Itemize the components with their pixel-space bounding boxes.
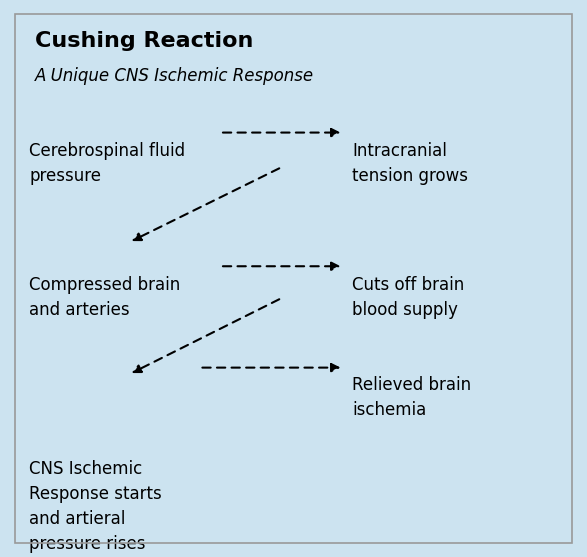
Text: CNS Ischemic
Response starts
and artieral
pressure rises: CNS Ischemic Response starts and artiera… <box>29 460 162 553</box>
Text: Cerebrospinal fluid
pressure: Cerebrospinal fluid pressure <box>29 142 185 185</box>
Text: Intracranial
tension grows: Intracranial tension grows <box>352 142 468 185</box>
Text: Cuts off brain
blood supply: Cuts off brain blood supply <box>352 276 464 319</box>
Text: Cushing Reaction: Cushing Reaction <box>35 31 254 51</box>
Text: A Unique CNS Ischemic Response: A Unique CNS Ischemic Response <box>35 67 315 85</box>
Text: Relieved brain
ischemia: Relieved brain ischemia <box>352 376 471 419</box>
Text: Compressed brain
and arteries: Compressed brain and arteries <box>29 276 181 319</box>
